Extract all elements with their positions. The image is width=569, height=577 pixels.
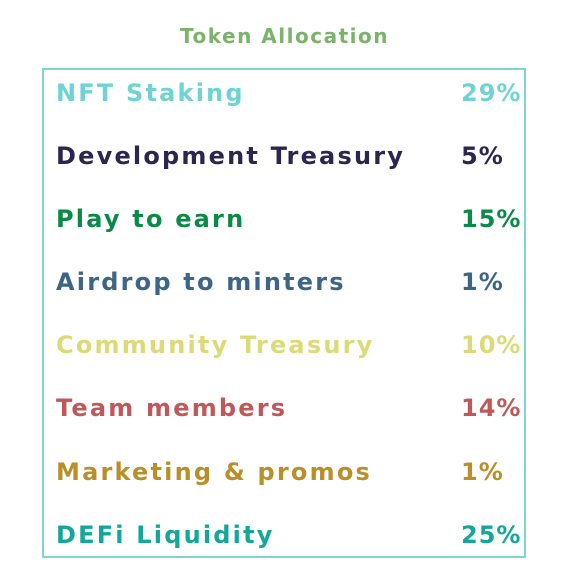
allocation-row-defi-liquidity: DEFi Liquidity 25%: [56, 518, 522, 552]
allocation-label: Play to earn: [56, 205, 246, 233]
allocation-row-development-treasury: Development Treasury 5%: [56, 139, 522, 173]
allocation-row-community-treasury: Community Treasury 10%: [56, 328, 522, 362]
allocation-label: Marketing & promos: [56, 458, 372, 486]
allocation-row-airdrop-to-minters: Airdrop to minters 1%: [56, 265, 522, 299]
allocation-label: Airdrop to minters: [56, 268, 346, 296]
allocation-percent: 5%: [461, 142, 504, 170]
allocation-row-team-members: Team members 14%: [56, 391, 522, 425]
allocation-label: Development Treasury: [56, 142, 406, 170]
allocation-label: Community Treasury: [56, 331, 375, 359]
allocation-percent: 29%: [461, 79, 522, 107]
allocation-label: NFT Staking: [56, 79, 245, 107]
allocation-label: Team members: [56, 394, 288, 422]
allocation-percent: 1%: [461, 458, 504, 486]
allocation-percent: 25%: [461, 521, 522, 549]
allocation-percent: 1%: [461, 268, 504, 296]
allocation-row-nft-staking: NFT Staking 29%: [56, 76, 522, 110]
allocation-row-play-to-earn: Play to earn 15%: [56, 202, 522, 236]
allocation-percent: 14%: [461, 394, 522, 422]
allocation-panel: NFT Staking 29% Development Treasury 5% …: [42, 68, 526, 558]
allocation-percent: 10%: [461, 331, 522, 359]
page-title: Token Allocation: [180, 24, 389, 48]
allocation-label: DEFi Liquidity: [56, 521, 275, 549]
allocation-percent: 15%: [461, 205, 522, 233]
allocation-row-marketing-promos: Marketing & promos 1%: [56, 455, 522, 489]
